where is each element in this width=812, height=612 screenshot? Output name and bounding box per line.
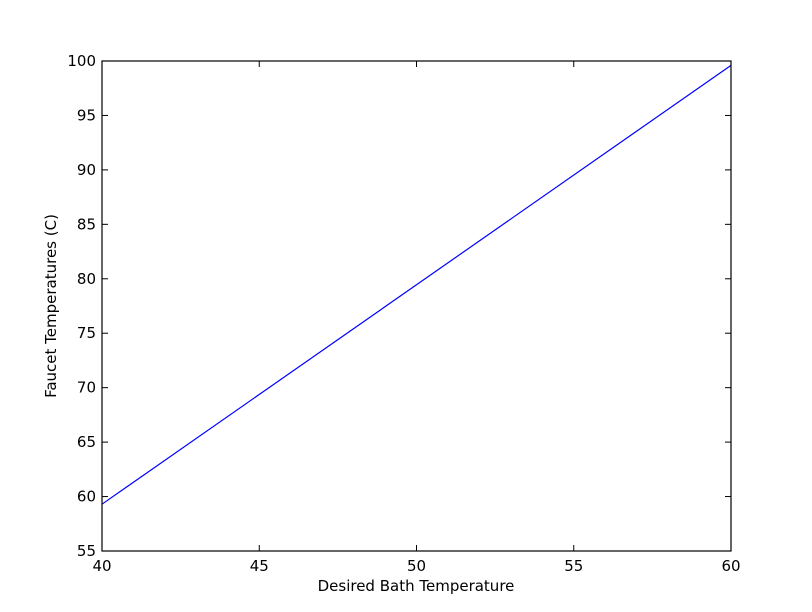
x-tick-label: 40 bbox=[92, 557, 111, 575]
series-line bbox=[101, 64, 732, 505]
x-axis-label: Desired Bath Temperature bbox=[318, 577, 515, 595]
x-axis-ticks: 40 45 50 55 60 bbox=[92, 61, 741, 575]
y-tick-label: 75 bbox=[77, 324, 96, 342]
y-tick-label: 70 bbox=[77, 379, 96, 397]
plot-area bbox=[102, 61, 731, 551]
series-layer bbox=[101, 64, 732, 505]
y-tick-label: 90 bbox=[77, 161, 96, 179]
y-tick-label: 80 bbox=[77, 270, 96, 288]
x-tick-label: 50 bbox=[407, 557, 426, 575]
y-tick-label: 100 bbox=[67, 52, 96, 70]
y-tick-label: 60 bbox=[77, 488, 96, 506]
y-axis-ticks: 55 60 65 70 75 80 85 90 95 100 bbox=[67, 52, 731, 560]
y-tick-label: 85 bbox=[77, 215, 96, 233]
y-axis-label: Faucet Temperatures (C) bbox=[42, 214, 60, 398]
y-tick-label: 65 bbox=[77, 433, 96, 451]
y-tick-label: 95 bbox=[77, 106, 96, 124]
x-tick-label: 55 bbox=[564, 557, 583, 575]
x-tick-label: 45 bbox=[250, 557, 269, 575]
x-tick-label: 60 bbox=[721, 557, 740, 575]
y-tick-label: 55 bbox=[77, 542, 96, 560]
